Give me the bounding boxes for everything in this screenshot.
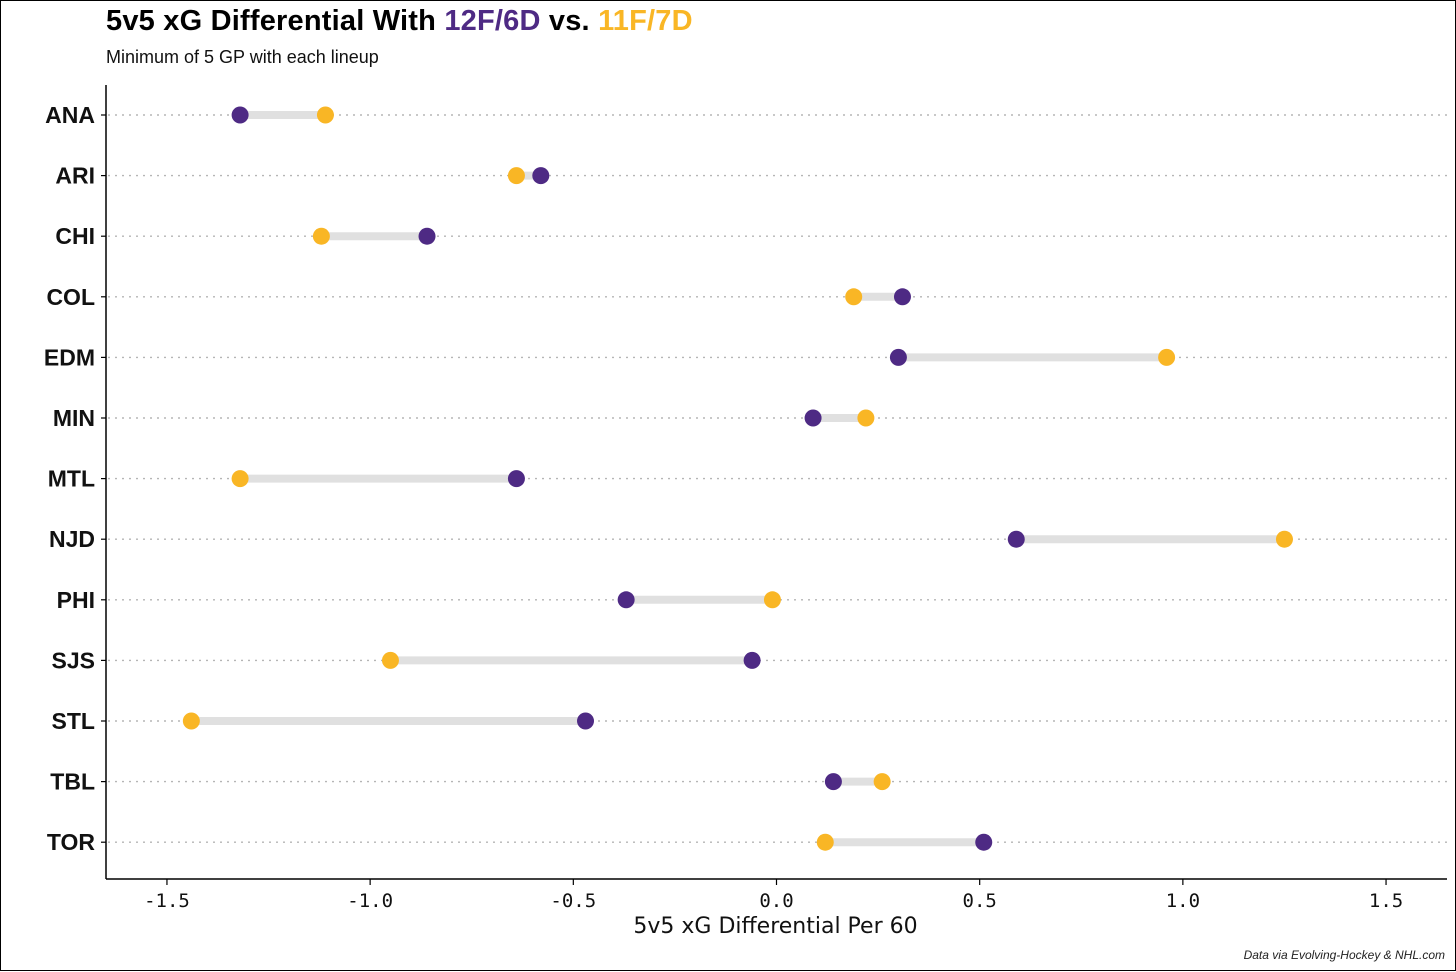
chart-title: 5v5 xG Differential With 12F/6D vs. 11F/… [106,5,693,38]
team-label-ari: ARI [55,163,95,189]
point-12f6d-ana [231,106,249,124]
team-label-tbl: TBL [50,769,95,795]
axes: -1.5 -1.0 -0.5 0.0 0.5 1.0 1.5 [101,85,1447,912]
title-series1: 12F/6D [444,5,541,37]
point-12f6d-tbl [824,773,842,791]
team-label-min: MIN [53,405,95,431]
data-source-caption: Data via Evolving-Hockey & NHL.com [1243,948,1445,962]
point-11f7d-tbl [873,773,891,791]
x-tick-label-4: 0.5 [963,890,997,912]
team-label-sjs: SJS [52,647,95,673]
point-12f6d-col [893,288,911,306]
x-axis-title: 5v5 xG Differential Per 60 [633,914,917,939]
x-tick-label-2: -0.5 [550,890,596,912]
chart-subtitle: Minimum of 5 GP with each lineup [106,47,379,67]
x-tick-label-3: 0.0 [759,890,793,912]
point-11f7d-stl [182,712,200,730]
point-12f6d-stl [577,712,595,730]
title-series2: 11F/7D [598,5,693,37]
point-11f7d-ari [507,167,525,185]
point-12f6d-ari [532,167,550,185]
point-11f7d-mtl [231,470,249,488]
x-tick-label-5: 1.0 [1166,890,1200,912]
point-12f6d-mtl [507,470,525,488]
point-11f7d-njd [1275,530,1293,548]
team-label-mtl: MTL [48,466,95,492]
title-middle: vs. [540,5,599,37]
title-prefix: 5v5 xG Differential With [106,5,445,37]
point-11f7d-min [857,409,875,427]
team-label-njd: NJD [49,526,95,552]
point-11f7d-sjs [381,651,399,669]
point-11f7d-phi [763,591,781,609]
point-11f7d-col [845,288,863,306]
point-12f6d-chi [418,227,436,245]
points [182,106,1293,851]
category-labels: ANA ARI CHI COL EDM MIN MTL NJD PHI SJS STL TBL TOR [44,102,96,855]
point-11f7d-edm [1158,348,1176,366]
point-12f6d-phi [617,591,635,609]
team-label-stl: STL [52,708,95,734]
point-11f7d-chi [312,227,330,245]
team-label-tor: TOR [47,829,96,855]
team-label-edm: EDM [44,344,95,370]
team-label-ana: ANA [45,102,95,128]
point-11f7d-tor [816,833,834,851]
team-label-phi: PHI [57,587,95,613]
point-12f6d-tor [975,833,993,851]
point-12f6d-sjs [743,651,761,669]
connectors [191,111,1285,847]
team-label-chi: CHI [55,223,95,249]
team-label-col: COL [46,284,95,310]
point-12f6d-edm [889,348,907,366]
point-12f6d-min [804,409,822,427]
point-11f7d-ana [316,106,334,124]
point-12f6d-njd [1007,530,1025,548]
x-tick-label-6: 1.5 [1369,890,1403,912]
x-tick-label-0: -1.5 [144,890,190,912]
x-tick-label-1: -1.0 [347,890,393,912]
